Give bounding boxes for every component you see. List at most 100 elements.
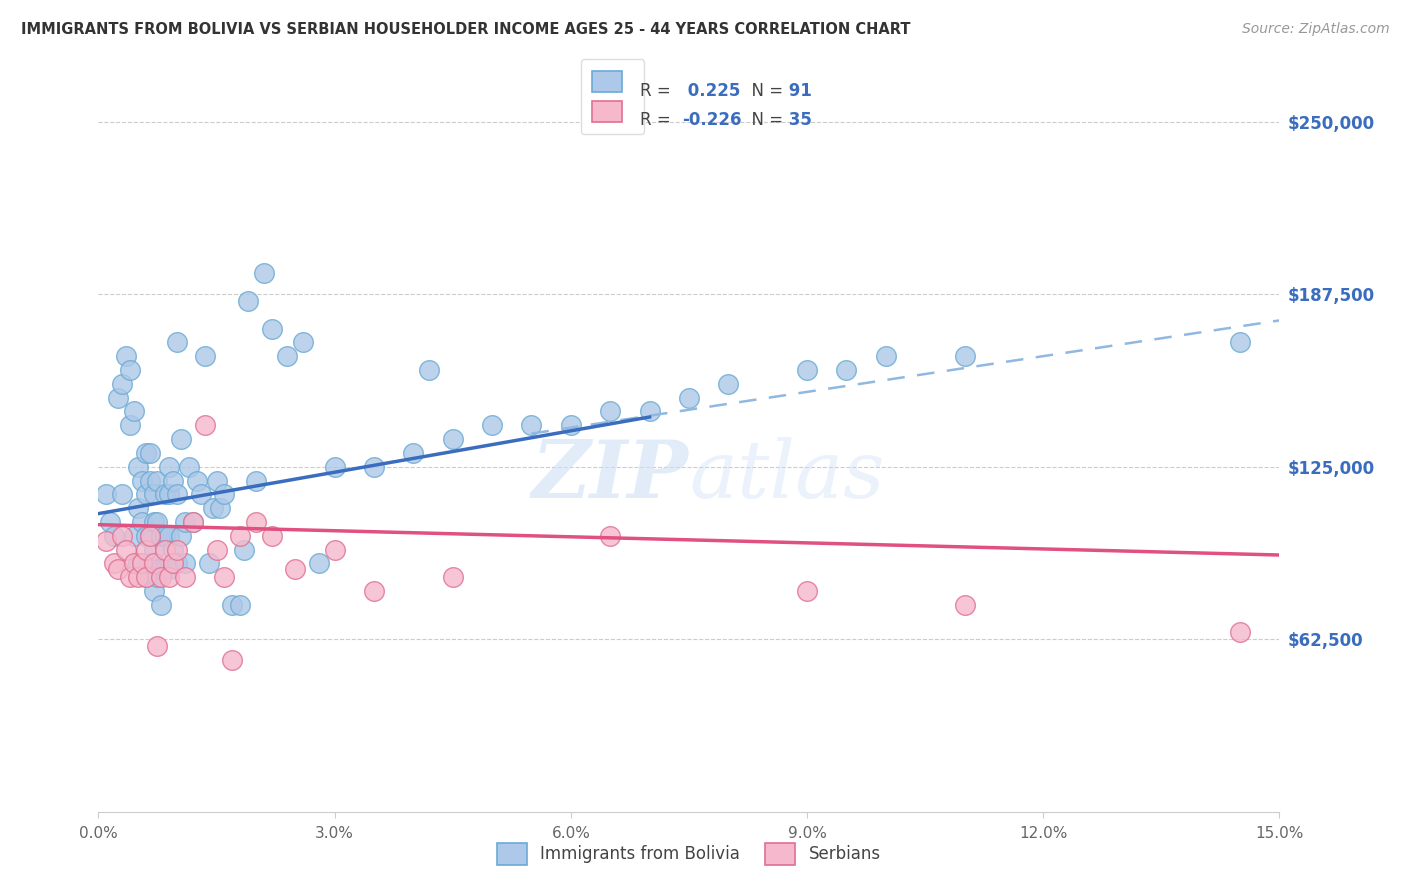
Point [402,446,425,460]
Point [229,598,252,612]
Point [233,542,256,557]
Point [155,529,177,543]
Text: 91: 91 [783,82,813,100]
Point [155,542,177,557]
Point [214,570,236,584]
Point [115,542,138,557]
Point [146,515,169,529]
Text: R =: R = [640,112,671,129]
Point [107,391,129,405]
Point [118,363,141,377]
Point [96,487,118,501]
Point [835,363,858,377]
Point [599,404,621,418]
Point [131,474,153,488]
Text: IMMIGRANTS FROM BOLIVIA VS SERBIAN HOUSEHOLDER INCOME AGES 25 - 44 YEARS CORRELA: IMMIGRANTS FROM BOLIVIA VS SERBIAN HOUSE… [21,22,911,37]
Point [155,487,177,501]
Point [441,432,464,446]
Point [131,557,153,571]
Point [157,529,180,543]
Point [245,474,267,488]
Point [157,562,180,576]
Point [323,542,346,557]
Point [245,515,267,529]
Point [166,487,188,501]
Point [118,570,141,584]
Point [111,376,134,391]
Point [146,570,169,584]
Point [142,583,165,598]
Point [953,598,976,612]
Point [98,515,121,529]
Point [127,557,149,571]
Point [953,349,976,363]
Point [135,446,157,460]
Point [481,418,503,433]
Point [118,418,141,433]
Point [150,598,173,612]
Point [138,557,160,571]
Point [205,474,228,488]
Point [221,653,243,667]
Point [181,515,204,529]
Point [142,515,165,529]
Point [190,487,212,501]
Point [441,570,464,584]
Point [520,418,543,433]
Point [166,542,188,557]
Point [194,349,217,363]
Point [253,267,276,281]
Point [194,418,217,433]
Point [138,529,160,543]
Point [201,501,224,516]
Text: N =: N = [741,112,783,129]
Point [170,432,193,446]
Point [292,335,315,350]
Point [127,570,149,584]
Point [107,562,129,576]
Point [142,487,165,501]
Text: R =: R = [640,82,671,100]
Point [115,349,138,363]
Point [138,529,160,543]
Point [260,321,283,335]
Point [174,515,197,529]
Point [135,570,157,584]
Point [205,542,228,557]
Text: atlas: atlas [689,436,884,514]
Point [150,570,173,584]
Point [276,349,298,363]
Point [150,529,173,543]
Point [1229,625,1251,640]
Point [209,501,232,516]
Point [127,459,149,474]
Point [214,487,236,501]
Point [157,459,180,474]
Point [162,542,184,557]
Point [138,446,160,460]
Point [418,363,440,377]
Point [363,459,385,474]
Text: Source: ZipAtlas.com: Source: ZipAtlas.com [1241,22,1389,37]
Point [103,557,125,571]
Point [96,534,118,549]
Point [796,583,818,598]
Point [638,404,661,418]
Text: -0.226: -0.226 [682,112,741,129]
Point [131,557,153,571]
Text: N =: N = [741,82,783,100]
Point [177,459,200,474]
Point [170,529,193,543]
Point [181,515,204,529]
Point [229,529,252,543]
Point [135,529,157,543]
Point [111,487,134,501]
Point [678,391,700,405]
Point [363,583,385,598]
Point [103,529,125,543]
Point [135,570,157,584]
Point [308,557,330,571]
Legend: Immigrants from Bolivia, Serbians: Immigrants from Bolivia, Serbians [489,835,889,873]
Point [135,487,157,501]
Point [146,474,169,488]
